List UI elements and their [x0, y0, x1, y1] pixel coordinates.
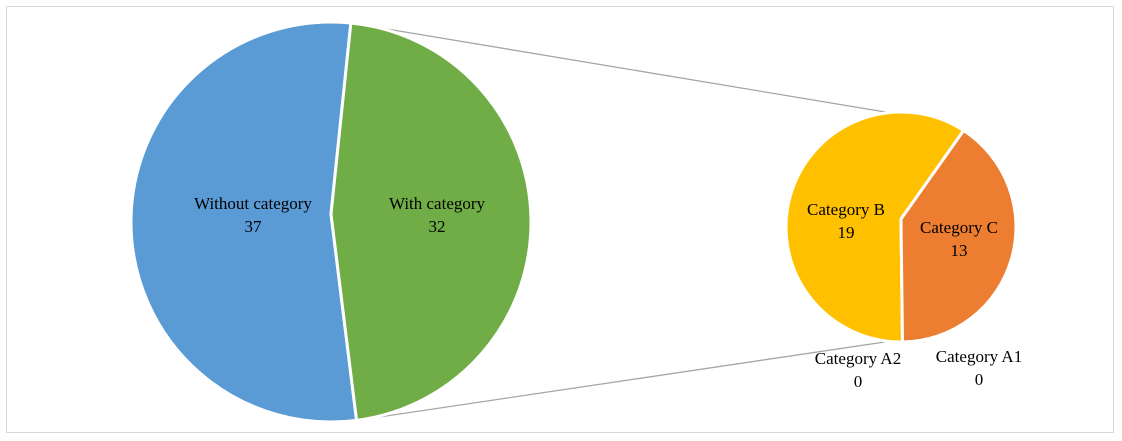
slice-value-without-category: 37 [245, 217, 263, 236]
slice-value-with-category: 32 [429, 217, 446, 236]
secondary-pie [784, 110, 1018, 344]
slice-label-without-category: Without category [194, 194, 312, 213]
slice-label-with-category: With category [389, 194, 486, 213]
slice-label-category-a2: Category A2 [815, 349, 901, 368]
connector-line-top [350, 22, 890, 114]
pie-slice-category-b [784, 110, 966, 344]
slice-value-category-c: 13 [951, 241, 968, 260]
slice-label-category-b: Category B [807, 200, 885, 219]
pie-slice-without-category [129, 20, 359, 424]
slice-value-category-a1: 0 [975, 370, 984, 389]
connector-line-bottom [356, 340, 890, 422]
main-pie [129, 20, 533, 424]
slice-value-category-a2: 0 [854, 372, 863, 391]
slice-value-category-b: 19 [838, 223, 855, 242]
pie-slice-with-category [329, 21, 533, 422]
slice-label-category-a1: Category A1 [936, 347, 1022, 366]
pie-slice-category-c [899, 129, 1018, 344]
slice-label-category-c: Category C [920, 218, 998, 237]
